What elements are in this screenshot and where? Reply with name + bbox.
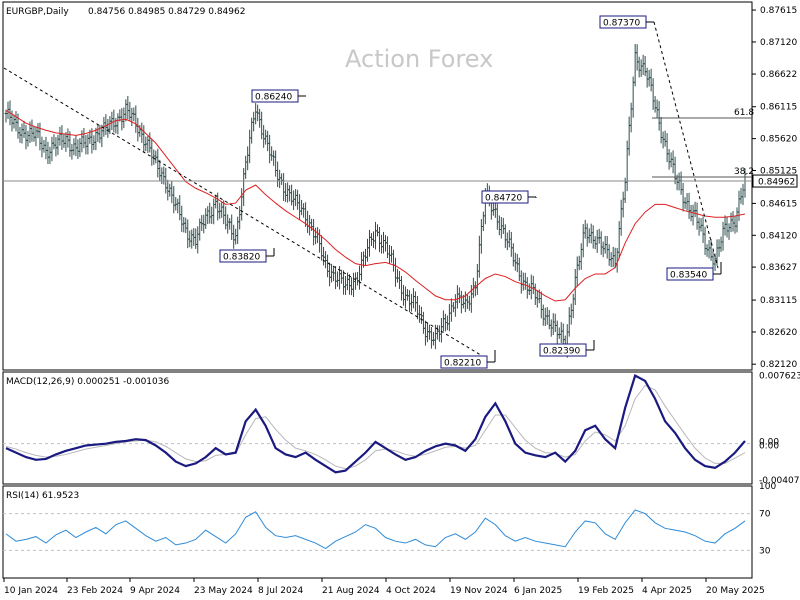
price-tick-label: 0.82620: [760, 328, 797, 338]
ohlc-readout: 0.84756 0.84985 0.84729 0.84962: [88, 7, 245, 17]
rsi-tick-label: 100: [759, 482, 776, 492]
price-tick-label: 0.85125: [760, 167, 797, 177]
price-bars: [4, 44, 747, 358]
price-axis: 0.87615 0.87120 0.86622 0.86115 0.85620 0.851…: [752, 6, 797, 370]
price-tick-label: 0.83115: [760, 296, 797, 306]
date-tick-label: 20 May 2025: [706, 586, 765, 596]
macd-tick-label: 0.00: [759, 438, 779, 448]
rsi-panel-frame: [2, 485, 753, 579]
time-axis: 10 Jan 2024 23 Feb 2024 9 Apr 2024 23 May 2…: [3, 578, 765, 596]
macd-main-line: [5, 373, 746, 474]
rsi-tick-label: 70: [759, 510, 771, 520]
callout-label: 0.86240: [255, 93, 292, 103]
macd-panel-frame: [2, 371, 753, 485]
watermark: Action Forex: [345, 45, 493, 73]
current-price-box: [752, 174, 798, 188]
price-tick-label: 0.85620: [760, 135, 797, 145]
date-tick-label: 23 May 2024: [194, 586, 253, 596]
date-tick-label: 4 Apr 2025: [642, 586, 692, 596]
moving-average-line: [5, 109, 746, 302]
date-tick-label: 6 Jan 2025: [514, 586, 562, 596]
date-tick-label: 9 Apr 2024: [130, 586, 180, 596]
macd-title: MACD(12,26,9) 0.000251 -0.001036: [6, 377, 169, 387]
macd-tick-label: 0.00: [759, 442, 779, 452]
rsi-lines: [5, 509, 746, 550]
price-overlays: 61.8 38.2 0.84962: [3, 21, 798, 358]
price-tick-label: 0.86622: [760, 70, 797, 80]
price-tick-label: 0.82120: [760, 360, 797, 370]
callout-label: 0.83820: [223, 253, 260, 263]
callout-label: 0.82390: [543, 347, 580, 357]
price-callouts: 0.86240 0.83820 0.82210 0.84720 0.82390 0.873…: [219, 15, 722, 369]
rsi-axis: 100 70 30: [3, 482, 776, 556]
current-price-label: 0.84962: [758, 178, 795, 188]
callout-label: 0.87370: [603, 19, 640, 29]
date-tick-label: 23 Feb 2024: [67, 586, 123, 596]
retracement-line: [653, 21, 719, 269]
date-tick-label: 19 Feb 2025: [578, 586, 634, 596]
callout-label: 0.84720: [485, 194, 522, 204]
macd-tick-label: -0.004073: [759, 476, 800, 486]
price-tick-label: 0.87120: [760, 38, 797, 48]
price-tick-label: 0.83627: [760, 263, 797, 273]
macd-signal-line: [5, 384, 746, 470]
callout-label: 0.82210: [444, 359, 481, 369]
date-tick-label: 21 Aug 2024: [322, 586, 380, 596]
price-tick-label: 0.87615: [760, 6, 797, 16]
fib-label-382: 38.2: [734, 167, 754, 177]
rsi-line: [5, 509, 746, 550]
date-tick-label: 8 Jul 2024: [258, 586, 303, 596]
date-tick-label: 19 Nov 2024: [450, 586, 508, 596]
price-tick-label: 0.84615: [760, 199, 797, 209]
rsi-tick-label: 30: [759, 546, 771, 556]
price-tick-label: 0.84120: [760, 231, 797, 241]
callout-label: 0.83540: [670, 271, 707, 281]
fib-label-618: 61.8: [734, 108, 754, 118]
date-tick-label: 10 Jan 2024: [4, 586, 58, 596]
downtrend-line: [3, 67, 485, 358]
rsi-title: RSI(14) 61.9523: [6, 491, 79, 501]
price-title: EURGBP,Daily: [6, 7, 69, 17]
macd-tick-label: 0.007623: [759, 371, 800, 381]
price-panel-frame: [2, 1, 753, 371]
macd-lines: [5, 373, 746, 474]
price-tick-label: 0.86115: [760, 103, 797, 113]
date-tick-label: 4 Oct 2024: [386, 586, 436, 596]
